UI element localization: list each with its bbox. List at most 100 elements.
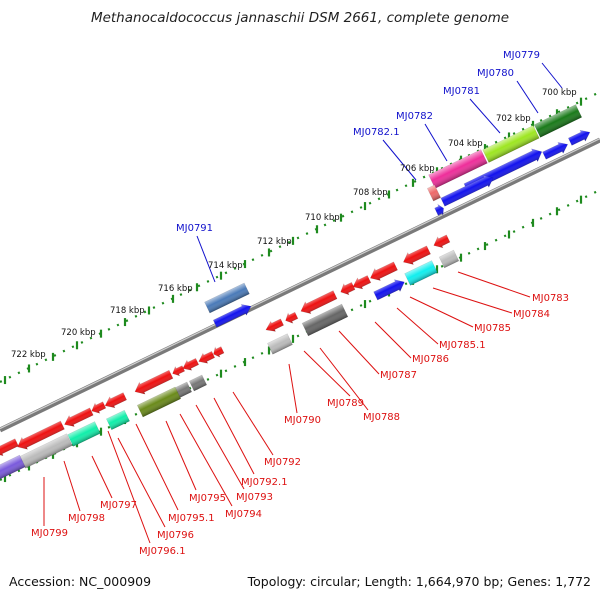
leader-line [179, 413, 233, 507]
gene-box[interactable] [67, 421, 101, 447]
gene-label-MJ0790[interactable]: MJ0790 [284, 415, 321, 426]
gene-arrow[interactable] [431, 233, 451, 251]
gene-label-MJ0783[interactable]: MJ0783 [532, 293, 569, 304]
leader-line [432, 287, 513, 314]
gene-arrow[interactable] [368, 260, 399, 284]
tick-label-712: 712 kbp [257, 237, 292, 247]
gene-box[interactable] [173, 381, 193, 399]
gene-arrow[interactable] [434, 203, 446, 217]
leader-line [374, 321, 412, 359]
gene-arrow[interactable] [440, 172, 496, 208]
leader-line [232, 391, 274, 456]
gene-box[interactable] [428, 149, 488, 189]
gene-label-MJ0796-1[interactable]: MJ0796.1 [139, 546, 186, 557]
label-leader-lines [43, 62, 563, 544]
gene-label-MJ0780[interactable]: MJ0780 [477, 68, 514, 79]
tick-label-702: 702 kbp [496, 114, 531, 124]
gene-box[interactable] [105, 409, 131, 431]
gene-arrow[interactable] [62, 406, 94, 430]
gene-label-MJ0794[interactable]: MJ0794 [225, 509, 262, 520]
gene-arrow[interactable] [180, 357, 200, 374]
gene-arrow[interactable] [298, 289, 338, 317]
gene-arrow[interactable] [196, 350, 216, 367]
gene-box[interactable] [438, 249, 460, 269]
gene-arrow[interactable] [211, 345, 225, 359]
gene-box[interactable] [267, 333, 293, 355]
gene-label-MJ0785[interactable]: MJ0785 [474, 323, 511, 334]
genome-backbone [0, 137, 600, 433]
leader-line [516, 80, 539, 114]
gene-label-MJ0791[interactable]: MJ0791 [176, 223, 213, 234]
gene-label-MJ0785-1[interactable]: MJ0785.1 [439, 340, 486, 351]
gene-arrow[interactable] [264, 317, 285, 335]
tick-label-700: 700 kbp [542, 88, 577, 98]
gene-box[interactable] [533, 104, 583, 138]
gene-features [0, 104, 592, 482]
gene-arrow[interactable] [401, 244, 432, 268]
gene-label-MJ0786[interactable]: MJ0786 [412, 354, 449, 365]
leader-line [117, 437, 166, 528]
tick-label-704: 704 kbp [448, 139, 483, 149]
gene-label-MJ0789[interactable]: MJ0789 [327, 398, 364, 409]
gene-label-MJ0799[interactable]: MJ0799 [31, 528, 68, 539]
gene-label-MJ0798[interactable]: MJ0798 [68, 513, 105, 524]
gene-label-MJ0793[interactable]: MJ0793 [236, 492, 273, 503]
gene-arrow[interactable] [170, 364, 186, 378]
gene-label-MJ0787[interactable]: MJ0787 [380, 370, 417, 381]
gene-box[interactable] [404, 260, 438, 286]
gene-box[interactable] [0, 454, 26, 482]
gene-box[interactable] [482, 125, 540, 163]
gene-label-MJ0795-1[interactable]: MJ0795.1 [168, 513, 215, 524]
gene-label-MJ0784[interactable]: MJ0784 [513, 309, 550, 320]
gene-arrow[interactable] [212, 301, 253, 329]
gene-box[interactable] [188, 374, 208, 392]
leader-line [213, 397, 255, 475]
gene-arrow[interactable] [15, 419, 66, 452]
leader-line [382, 139, 417, 181]
gene-box[interactable] [301, 303, 349, 337]
gene-label-MJ0795[interactable]: MJ0795 [189, 493, 226, 504]
tick-label-706: 706 kbp [400, 164, 435, 174]
genome-summary-text: Topology: circular; Length: 1,664,970 bp… [247, 574, 591, 589]
gene-box[interactable] [204, 282, 250, 314]
kbp-tick-labels: 700 kbp 702 kbp 704 kbp 706 kbp 708 kbp … [11, 88, 577, 360]
tick-label-708: 708 kbp [353, 188, 388, 198]
gene-box[interactable] [426, 184, 442, 202]
gene-arrow[interactable] [350, 274, 372, 293]
leader-line [541, 62, 563, 89]
tick-label-720: 720 kbp [61, 328, 96, 338]
gene-label-MJ0781[interactable]: MJ0781 [443, 86, 480, 97]
gene-arrow[interactable] [283, 310, 299, 325]
leader-line [409, 296, 474, 328]
plus-strand-labels: MJ0779 MJ0780 MJ0781 MJ0782 MJ0782.1 MJ0… [176, 50, 540, 234]
leader-line [107, 430, 151, 544]
leader-line [338, 330, 380, 375]
gene-arrow[interactable] [0, 437, 19, 459]
gene-label-MJ0782[interactable]: MJ0782 [396, 111, 433, 122]
tick-label-710: 710 kbp [305, 213, 340, 223]
gene-label-MJ0792-1[interactable]: MJ0792.1 [241, 477, 288, 488]
gene-label-MJ0792[interactable]: MJ0792 [264, 457, 301, 468]
leader-line [135, 423, 179, 511]
leader-line [319, 347, 369, 411]
minus-strand-labels: MJ0783 MJ0784 MJ0785 MJ0785.1 MJ0786 MJ0… [31, 293, 569, 557]
gene-arrow[interactable] [373, 276, 407, 302]
leader-line [396, 307, 439, 345]
leader-line [457, 271, 531, 298]
gene-arrow[interactable] [567, 127, 592, 147]
gene-arrow[interactable] [89, 400, 107, 416]
gene-label-MJ0796[interactable]: MJ0796 [157, 530, 194, 541]
gene-arrow[interactable] [132, 368, 174, 397]
gene-box[interactable] [136, 386, 182, 418]
accession-text: Accession: NC_000909 [9, 574, 151, 589]
gene-label-MJ0788[interactable]: MJ0788 [363, 412, 400, 423]
gene-arrow[interactable] [542, 139, 571, 161]
gene-arrow[interactable] [338, 281, 356, 298]
gene-label-MJ0779[interactable]: MJ0779 [503, 50, 540, 61]
gene-label-MJ0782-1[interactable]: MJ0782.1 [353, 127, 400, 138]
gene-label-MJ0797[interactable]: MJ0797 [100, 500, 137, 511]
gene-arrow[interactable] [102, 391, 128, 411]
leader-line [165, 420, 197, 491]
tick-label-716: 716 kbp [158, 284, 193, 294]
